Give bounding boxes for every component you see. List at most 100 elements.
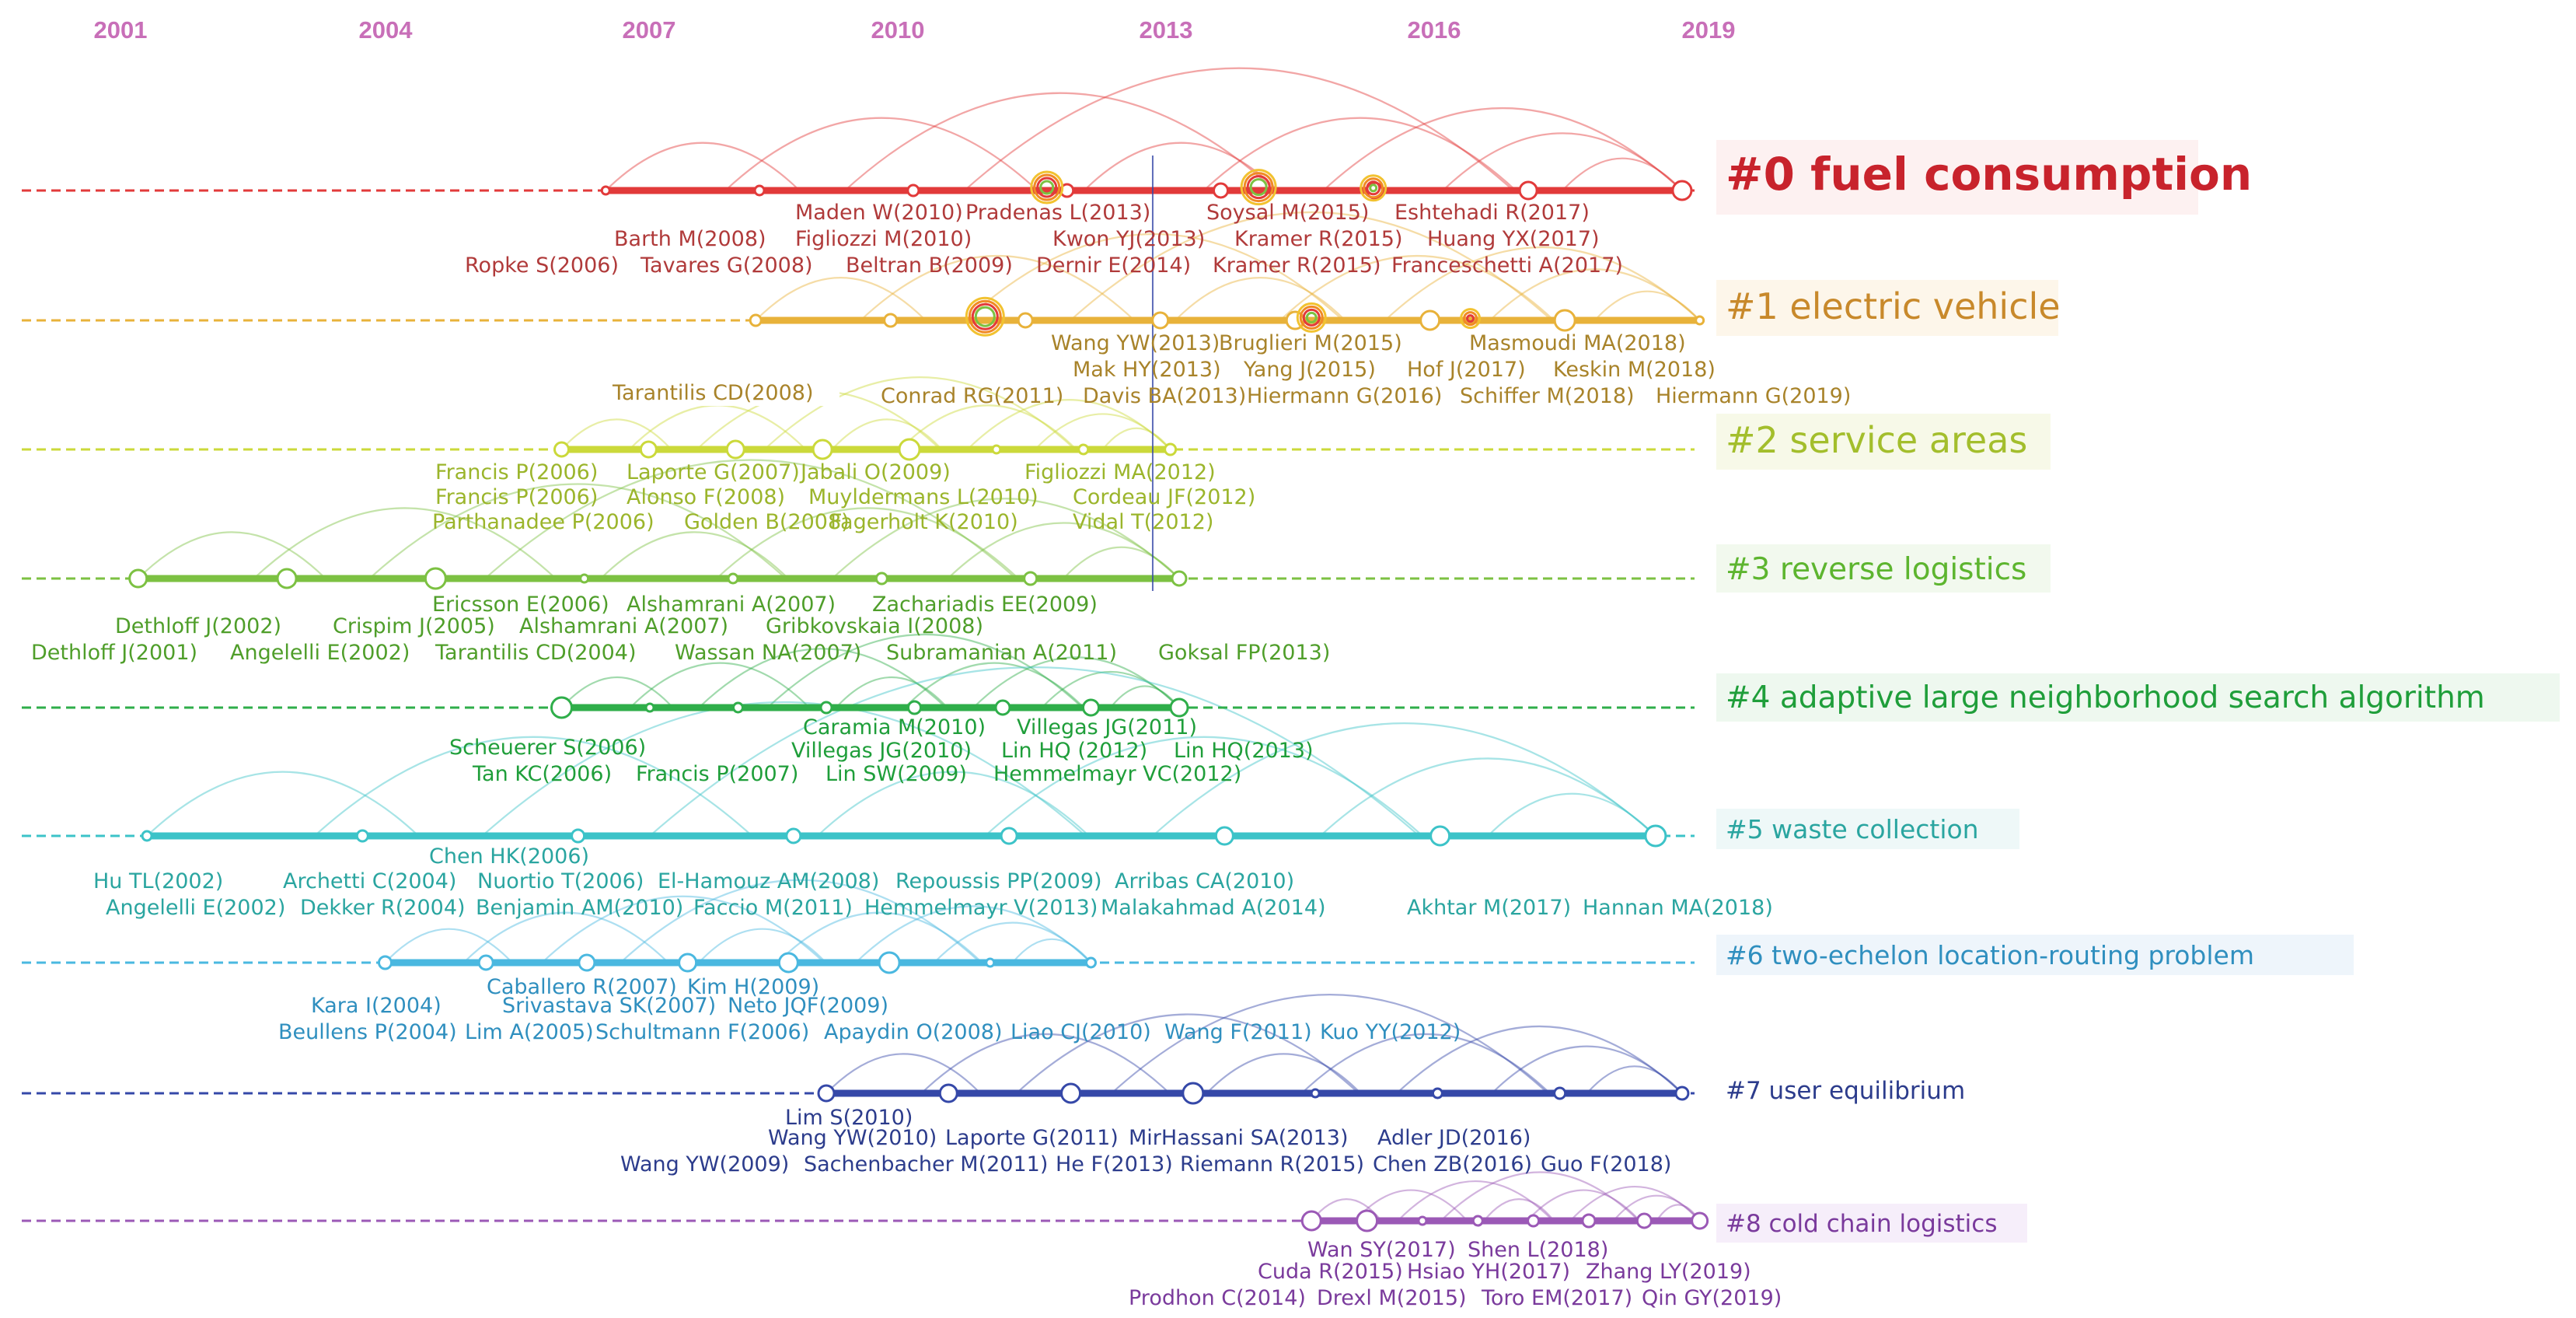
citation-arc-4-5 [904,662,1085,708]
ref-c2-r0-3: Figliozzi MA(2012) [1024,460,1216,484]
burst-ring-3-3 [974,306,996,327]
ref-c3-r2-4: Subramanian A(2011) [886,641,1117,665]
citation-arc-8-5 [1526,1189,1641,1222]
ref-c4-r2-2: Lin SW(2009) [826,762,967,786]
citation-arc-6-8 [1011,938,1092,963]
year-tick-2013: 2013 [1140,16,1193,44]
ref-c1-extra: Tarantilis CD(2008) [612,381,814,405]
ref-c0-r2-4: Kramer R(2015) [1213,253,1381,278]
burst-ring-4-1 [1299,305,1324,330]
citation-node-5-4 [1000,827,1018,845]
citation-arc-1-7 [1489,268,1701,321]
ref-c1-r1-2: Hof J(2017) [1407,358,1526,382]
ref-c5-r0-4: Arribas CA(2010) [1115,869,1294,893]
citation-arc-0-6 [1322,107,1683,191]
citation-node-4-2 [732,701,744,714]
cluster-1-label: #1 electric vehicle [1726,285,2061,327]
citation-node-5-7 [1644,824,1667,848]
ref-c2-r2-2: Fagerholt K(2010) [830,510,1018,534]
citation-arc-0-5 [1202,117,1517,191]
citation-node-3-6 [1023,571,1038,586]
cluster-labels: #0 fuel consumption #1 electric vehicle … [1716,140,2560,1243]
ref-c7-r1-0: Wang YW(2010) [768,1126,937,1150]
burst-ring-2-3 [1369,184,1378,193]
citation-node-4-7 [1169,697,1189,718]
citation-node-8-5 [1581,1213,1597,1229]
burst-ring-0-1 [1033,173,1061,201]
year-tick-2016: 2016 [1408,16,1461,44]
citation-arc-7-5 [1300,1033,1551,1094]
citation-arc-7-6 [1396,1025,1683,1094]
citation-arc-1-2 [965,233,1344,321]
citation-node-6-3 [678,953,698,973]
citation-node-1-7 [1695,315,1705,326]
cluster-4-label: #4 adaptive large neighborhood search al… [1726,680,2485,715]
citation-arc-7-1 [920,1033,1171,1094]
ref-c6-r2-0: Beullens P(2004) [278,1020,457,1044]
ref-c2-r0-2: Jabali O(2009) [799,460,951,484]
citation-arc-5-7 [1319,757,1656,837]
citation-arc-1-8 [1593,290,1701,321]
citation-node-5-5 [1214,826,1234,846]
burst-ring-0-3 [1039,180,1055,195]
citation-nodes-layer [128,169,1709,1232]
citation-arc-4-4 [835,676,948,708]
citation-node-5-3 [785,827,802,844]
ref-c5-extra-2: Angelelli E(2002) [106,896,285,920]
citation-arc-7-3 [1111,994,1549,1094]
citation-node-7-6 [1553,1086,1567,1100]
citation-node-3-3 [579,573,590,584]
citation-arc-7-2 [1015,1013,1360,1094]
ref-c6-r2-1: Lim A(2005) [465,1020,594,1044]
citation-node-5-1 [355,829,369,843]
citation-arc-6-0 [384,928,513,963]
ref-c7-r2-5: Guo F(2018) [1541,1152,1671,1176]
citation-arc-7-8 [1586,1065,1683,1094]
ref-c7-r2-4: Chen ZB(2016) [1373,1152,1532,1176]
burst-ring-1-0 [1240,169,1277,206]
citation-node-6-1 [477,954,494,971]
citation-node-7-5 [1431,1087,1443,1099]
ref-c8-r0-0: Wan SY(2017) [1307,1238,1456,1262]
citation-arc-8-4 [1483,1198,1555,1222]
citation-node-1-5 [1419,309,1441,331]
citation-arc-2-0 [560,418,672,450]
citation-node-2-4 [898,438,921,461]
cluster-8-label: #8 cold chain logistics [1726,1210,1998,1238]
citation-arc-5-4 [816,771,1090,837]
citation-node-8-2 [1417,1215,1428,1226]
citation-node-8-3 [1471,1215,1484,1227]
ref-c0-r2-2: Beltran B(2009) [846,253,1013,278]
ref-c7-r2-0: Wang YW(2009) [620,1152,789,1176]
cluster-lines-layer [22,156,1700,1225]
cluster-2-label: #2 service areas [1726,419,2027,461]
citation-node-4-0 [550,696,573,719]
cluster-1-label-bg [1716,280,2058,336]
ref-c0-r1-3: Kramer R(2015) [1234,227,1403,251]
ref-c6-r1-0: Kara I(2004) [311,994,442,1018]
ref-c0-r0-3: Eshtehadi R(2017) [1394,201,1590,225]
ref-c1-r2-1: Davis BA(2013) [1083,384,1246,408]
ref-c5-r0-2: El-Hamouz AM(2008) [658,869,879,893]
citation-arc-1-3 [1070,211,1553,321]
citation-node-3-5 [874,572,888,586]
ref-c3-r1-0: Crispim J(2005) [333,614,495,638]
citation-arc-7-7 [1491,1045,1683,1094]
ref-c3-r2-3: Wassan NA(2007) [675,641,861,665]
ref-c5-r1-1: Benjamin AM(2010) [476,896,683,920]
citation-arc-8-3 [1440,1171,1640,1222]
citation-arc-2-5 [899,404,1077,450]
citation-node-4-6 [1082,698,1100,717]
citation-arc-5-3 [649,666,1420,837]
ref-c6-r1-2: Neto JQF(2009) [728,994,888,1018]
cluster-2-label-bg [1716,414,2051,470]
ref-c1-r2-2: Hiermann G(2016) [1247,384,1442,408]
burst-ring-2-0 [1360,174,1387,202]
citation-arc-1-1 [860,255,1136,321]
ref-c3-r2-2: Tarantilis CD(2004) [435,641,637,665]
citation-arc-8-1 [1353,1189,1468,1222]
citation-arc-5-0 [146,771,420,837]
ref-c4-r0-1: Villegas JG(2011) [1017,715,1197,739]
citation-arc-3-2 [368,483,787,579]
citation-arc-3-6 [831,498,1180,579]
